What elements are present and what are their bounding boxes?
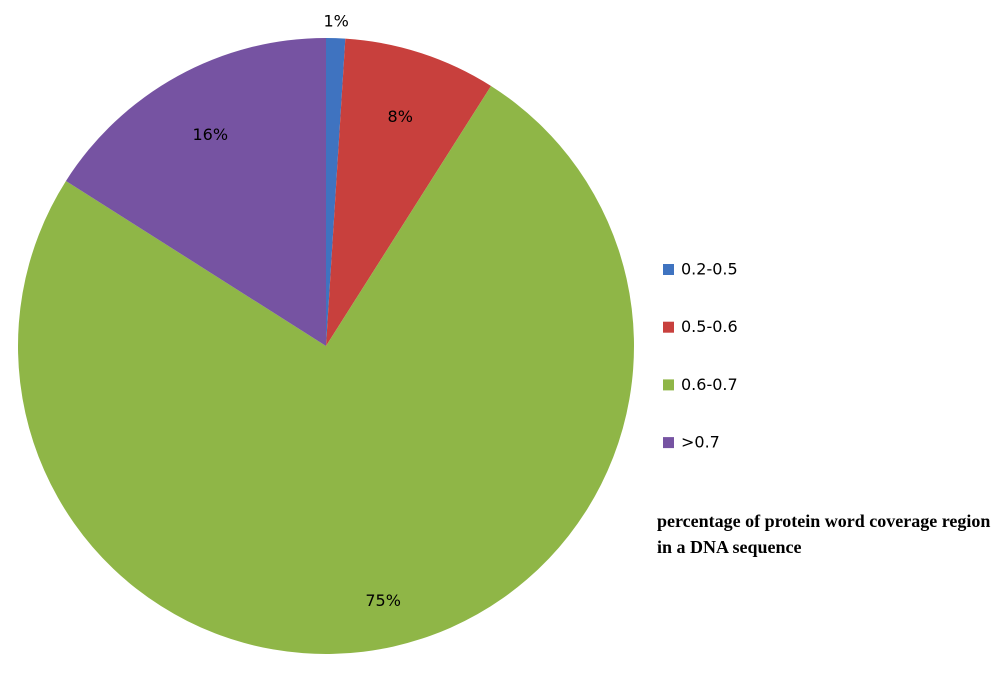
legend-swatch — [663, 437, 674, 449]
data-label: 16% — [192, 125, 228, 144]
chart-title: percentage of protein word coverage regi… — [657, 511, 991, 557]
pie-slice — [65, 38, 327, 346]
pie-slice — [326, 38, 346, 346]
legend-label: >0.7 — [681, 433, 720, 452]
legend-label: 0.5-0.6 — [681, 317, 738, 336]
pie-slice — [326, 38, 492, 347]
legend-label: 0.2-0.5 — [681, 260, 738, 279]
pie-slice — [18, 85, 635, 654]
legend-swatch — [663, 379, 674, 391]
data-label: 75% — [365, 591, 401, 610]
legend-label: 0.6-0.7 — [681, 375, 738, 394]
legend-swatch — [663, 321, 674, 333]
legend-swatch — [663, 264, 674, 275]
data-label: 1% — [323, 12, 348, 31]
data-label: 8% — [388, 107, 413, 126]
